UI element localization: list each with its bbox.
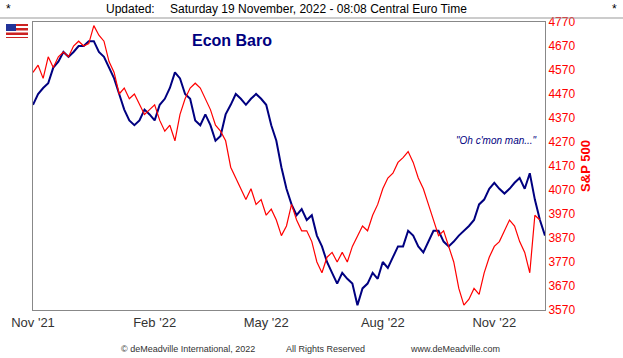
svg-text:4670: 4670 [548,39,575,53]
svg-text:4470: 4470 [548,87,575,101]
svg-text:3770: 3770 [548,255,575,269]
svg-text:Updated:: Updated: [106,2,155,16]
svg-text:*: * [6,2,11,16]
svg-text:S&P 500: S&P 500 [578,140,593,192]
svg-text:4770: 4770 [548,15,575,29]
svg-text:"Oh c'mon man...": "Oh c'mon man..." [456,135,537,146]
svg-text:Nov '21: Nov '21 [11,315,55,330]
svg-text:4570: 4570 [548,63,575,77]
svg-text:4170: 4170 [548,159,575,173]
svg-text:May '22: May '22 [244,315,289,330]
svg-text:*: * [612,2,617,16]
svg-text:4270: 4270 [548,135,575,149]
svg-text:All Rights Reserved: All Rights Reserved [286,344,365,354]
svg-text:Saturday 19 November, 2022 - 0: Saturday 19 November, 2022 - 08:08 Centr… [170,2,467,16]
svg-text:© deMeadville International, 2: © deMeadville International, 2022 [121,344,255,354]
svg-text:Feb '22: Feb '22 [133,315,176,330]
svg-text:www.deMeadville.com: www.deMeadville.com [410,344,500,354]
svg-text:4070: 4070 [548,183,575,197]
svg-text:3570: 3570 [548,303,575,317]
svg-text:Aug '22: Aug '22 [361,315,405,330]
svg-text:3870: 3870 [548,231,575,245]
svg-text:4370: 4370 [548,111,575,125]
svg-text:3970: 3970 [548,207,575,221]
svg-text:Nov '22: Nov '22 [472,315,516,330]
svg-text:3670: 3670 [548,279,575,293]
svg-text:Econ Baro: Econ Baro [192,32,272,49]
